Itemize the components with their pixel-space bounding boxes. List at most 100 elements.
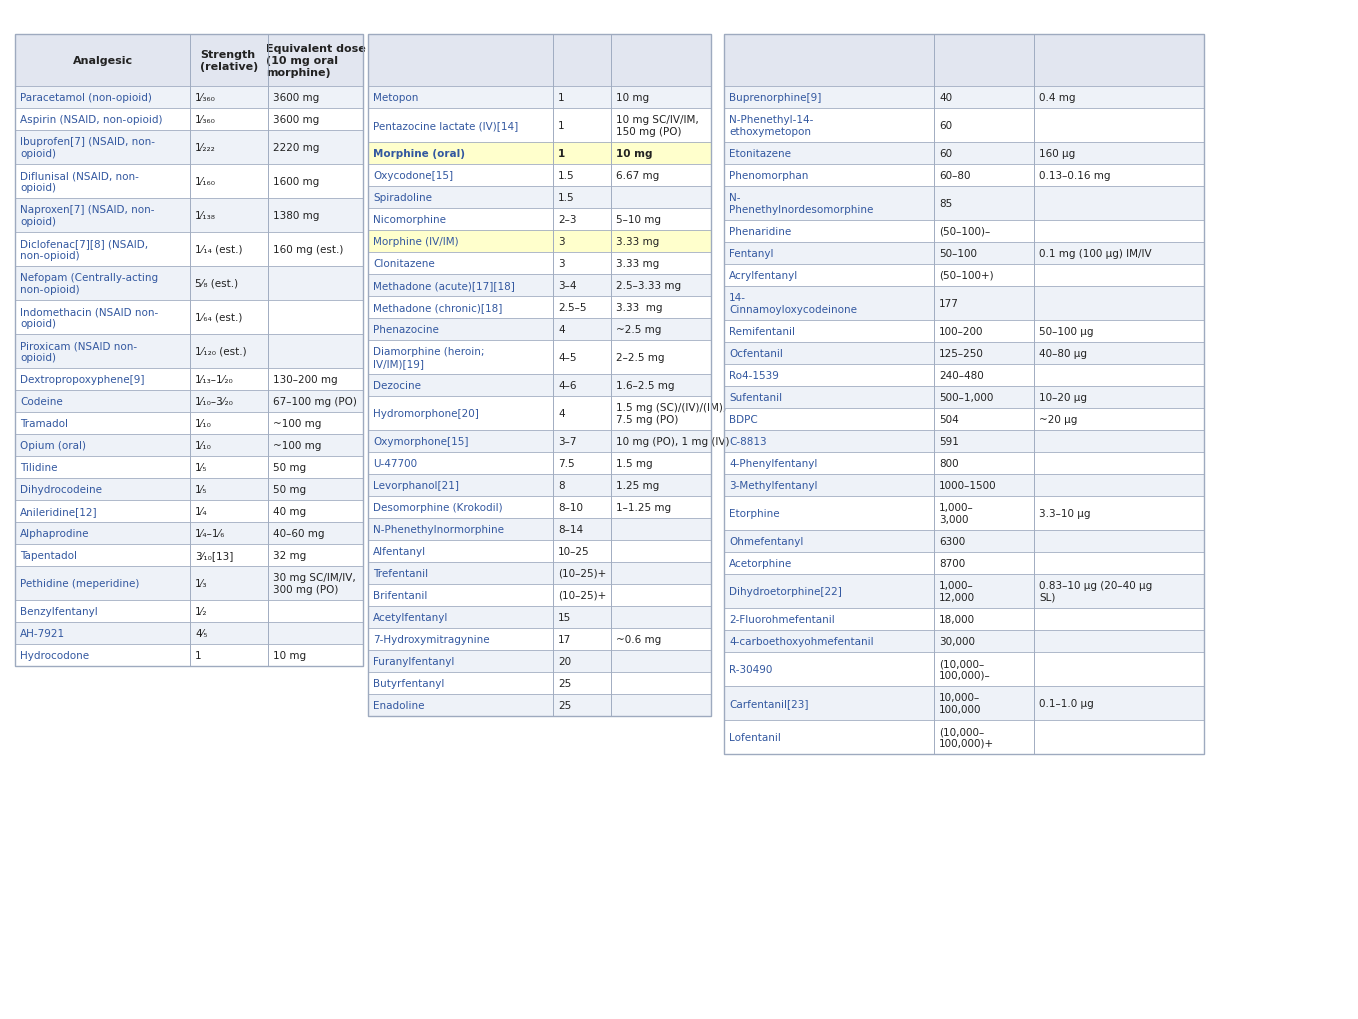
Text: 1.5 mg (SC)/(IV)/(IM),
7.5 mg (PO): 1.5 mg (SC)/(IV)/(IM), 7.5 mg (PO) (617, 403, 727, 424)
Bar (724, 286, 934, 321)
Bar (268, 544, 363, 567)
Bar (611, 35, 712, 87)
Bar (934, 365, 1033, 386)
Bar (553, 540, 611, 562)
Bar (611, 297, 712, 319)
Bar (611, 375, 712, 396)
Text: Phenazocine: Phenazocine (373, 325, 439, 334)
Text: 125–250: 125–250 (938, 348, 985, 359)
Bar (724, 496, 934, 531)
Text: Equivalent dose
(10 mg oral
morphine): Equivalent dose (10 mg oral morphine) (266, 45, 365, 77)
Bar (1033, 186, 1205, 221)
Text: 30,000: 30,000 (938, 637, 975, 646)
Text: 40: 40 (938, 93, 952, 103)
Bar (268, 500, 363, 523)
Text: Aspirin (NSAID, non-opioid): Aspirin (NSAID, non-opioid) (20, 115, 163, 125)
Bar (190, 267, 268, 301)
Bar (553, 396, 611, 431)
Text: ~100 mg: ~100 mg (273, 419, 322, 429)
Text: 5⁄₈ (est.): 5⁄₈ (est.) (196, 279, 238, 288)
Bar (934, 496, 1033, 531)
Text: 1⁄₁₀: 1⁄₁₀ (196, 419, 212, 429)
Bar (268, 267, 363, 301)
Bar (1033, 286, 1205, 321)
Bar (15, 35, 363, 666)
Text: U-47700: U-47700 (373, 459, 417, 469)
Text: 5–10 mg: 5–10 mg (617, 215, 661, 225)
Text: 1⁄₅: 1⁄₅ (196, 463, 208, 473)
Bar (611, 143, 712, 165)
Bar (1033, 321, 1205, 342)
Text: ~2.5 mg: ~2.5 mg (617, 325, 661, 334)
Text: 177: 177 (938, 299, 959, 309)
Bar (1033, 35, 1205, 87)
Text: 6.67 mg: 6.67 mg (617, 171, 659, 180)
Bar (268, 87, 363, 109)
Text: Butyrfentanyl: Butyrfentanyl (373, 679, 444, 688)
Text: 7-Hydroxymitragynine: 7-Hydroxymitragynine (373, 635, 490, 644)
Text: 50 mg: 50 mg (273, 484, 306, 494)
Bar (190, 165, 268, 199)
Bar (724, 608, 934, 631)
Text: Anileridine[12]: Anileridine[12] (20, 506, 98, 517)
Bar (724, 87, 934, 109)
Text: Fentanyl: Fentanyl (729, 249, 774, 259)
Bar (15, 390, 190, 413)
Bar (1033, 531, 1205, 552)
Bar (724, 720, 934, 754)
Bar (268, 369, 363, 390)
Bar (1033, 687, 1205, 720)
Bar (15, 232, 190, 267)
Bar (611, 87, 712, 109)
Bar (1033, 652, 1205, 687)
Text: Indomethacin (NSAID non-
opioid): Indomethacin (NSAID non- opioid) (20, 307, 159, 328)
Text: Clonitazene: Clonitazene (373, 259, 435, 269)
Bar (934, 431, 1033, 452)
Text: 1: 1 (558, 93, 565, 103)
Text: 1⁄₁₄ (est.): 1⁄₁₄ (est.) (196, 245, 243, 255)
Text: 10,000–
100,000: 10,000– 100,000 (938, 693, 982, 714)
Bar (724, 109, 934, 143)
Bar (1033, 431, 1205, 452)
Text: Furanylfentanyl: Furanylfentanyl (373, 656, 455, 666)
Bar (553, 186, 611, 209)
Bar (190, 644, 268, 666)
Text: Pethidine (meperidine): Pethidine (meperidine) (20, 579, 140, 588)
Bar (15, 130, 190, 165)
Bar (1033, 452, 1205, 475)
Bar (611, 396, 712, 431)
Bar (1033, 552, 1205, 575)
Bar (553, 230, 611, 253)
Bar (724, 143, 934, 165)
Text: Dezocine: Dezocine (373, 381, 421, 390)
Bar (611, 475, 712, 496)
Bar (934, 608, 1033, 631)
Bar (190, 301, 268, 334)
Bar (934, 87, 1033, 109)
Text: C-8813: C-8813 (729, 436, 767, 446)
Text: Dihydrocodeine: Dihydrocodeine (20, 484, 102, 494)
Bar (611, 496, 712, 519)
Bar (368, 540, 553, 562)
Text: ~20 μg: ~20 μg (1039, 415, 1077, 425)
Bar (368, 606, 553, 629)
Text: Metopon: Metopon (373, 93, 418, 103)
Bar (1033, 221, 1205, 243)
Bar (611, 629, 712, 650)
Text: 10 mg (PO), 1 mg (IV): 10 mg (PO), 1 mg (IV) (617, 436, 729, 446)
Bar (15, 334, 190, 369)
Bar (934, 409, 1033, 431)
Bar (368, 519, 553, 540)
Text: AH-7921: AH-7921 (20, 629, 65, 638)
Text: 3-Methylfentanyl: 3-Methylfentanyl (729, 481, 818, 490)
Bar (934, 321, 1033, 342)
Bar (724, 552, 934, 575)
Text: 3: 3 (558, 236, 565, 247)
Bar (1033, 365, 1205, 386)
Bar (268, 644, 363, 666)
Text: 25: 25 (558, 700, 572, 710)
Text: Tilidine: Tilidine (20, 463, 57, 473)
Text: Ibuprofen[7] (NSAID, non-
opioid): Ibuprofen[7] (NSAID, non- opioid) (20, 138, 155, 159)
Text: Trefentanil: Trefentanil (373, 569, 428, 579)
Text: 3–7: 3–7 (558, 436, 577, 446)
